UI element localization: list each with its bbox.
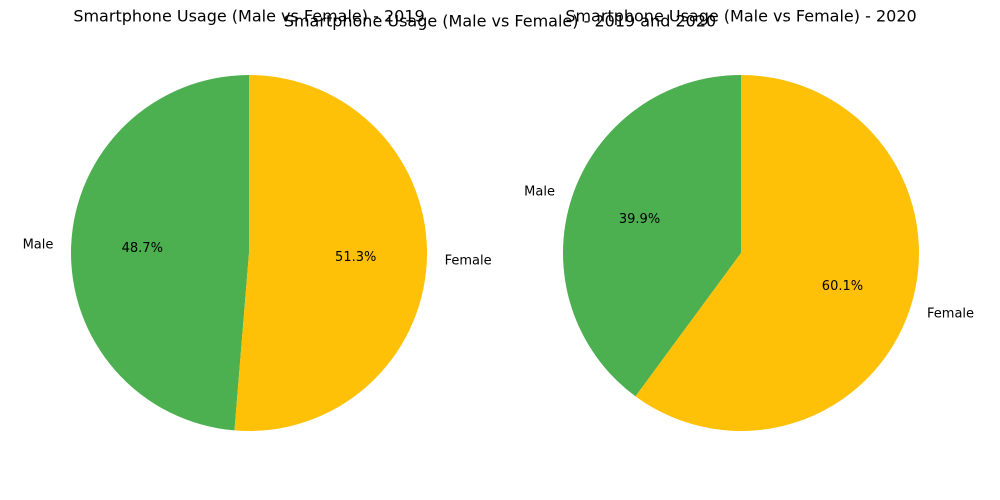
pie-2020-title: Smartphone Usage (Male vs Female) - 2020: [565, 7, 916, 26]
pie-2020-slice-male: [563, 75, 741, 397]
pie-2019-slice-female: [234, 75, 427, 431]
pie-2020-percent-male: 39.9%: [619, 212, 660, 227]
pie-2019-slices: [70, 75, 427, 431]
pie-2019-labels: 48.7% Male 51.3% Female: [23, 238, 492, 269]
pie-2019-percent-male: 48.7%: [122, 241, 163, 256]
pie-chart-2019: Smartphone Usage (Male vs Female) - 2019…: [23, 7, 492, 431]
pie-2019-title: Smartphone Usage (Male vs Female) - 2019: [73, 7, 424, 26]
pie-2019-slice-male: [70, 75, 249, 431]
pie-2020-label-female: Female: [927, 307, 974, 322]
pie-2020-slices: [563, 75, 919, 432]
pie-2020-label-male: Male: [524, 184, 555, 199]
figure-suptitle: Smartphone Usage (Male vs Female) - 2019…: [284, 12, 716, 31]
pie-2020-percent-female: 60.1%: [822, 279, 863, 294]
pie-chart-2020: Smartphone Usage (Male vs Female) - 2020…: [524, 7, 974, 432]
pie-2020-labels: 39.9% Male 60.1% Female: [524, 184, 974, 321]
pie-2019-label-female: Female: [445, 253, 492, 268]
pie-2019-label-male: Male: [23, 238, 54, 253]
pie-2020-slice-female: [635, 75, 919, 432]
pie-2019-percent-female: 51.3%: [335, 250, 376, 265]
